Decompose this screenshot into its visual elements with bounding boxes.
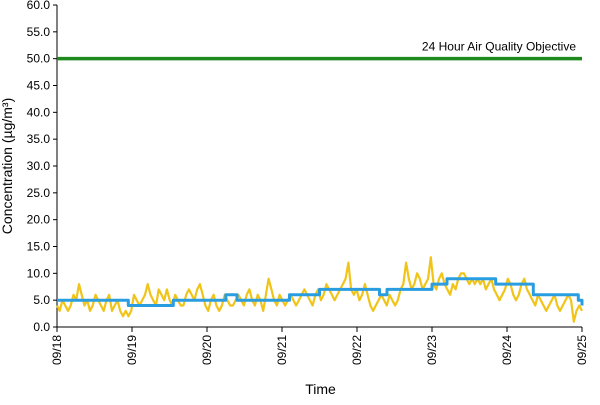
y-axis-label: Concentration (µg/m³)	[0, 98, 15, 234]
x-tick-label: 09/20	[200, 335, 214, 365]
y-tick-label: 15.0	[27, 240, 51, 254]
y-tick-label: 0.0	[33, 320, 50, 334]
y-tick-label: 30.0	[27, 159, 51, 173]
x-tick-label: 09/24	[500, 335, 514, 365]
series-line-1	[57, 277, 584, 307]
y-tick-label: 50.0	[27, 52, 51, 66]
y-tick-label: 40.0	[27, 105, 51, 119]
series-layer	[56, 256, 584, 323]
objective-label: 24 Hour Air Quality Objective	[422, 40, 576, 54]
y-tick-label: 5.0	[33, 293, 50, 307]
y-tick-label: 10.0	[27, 266, 51, 280]
x-tick-labels: 09/18 09/19 09/20 09/21 09/22 09/23 09/24 09/25	[50, 327, 589, 365]
y-tick-label: 25.0	[27, 186, 51, 200]
x-tick-label: 09/18	[50, 335, 64, 365]
x-axis-label: Time	[305, 381, 336, 397]
y-tick-label: 35.0	[27, 132, 51, 146]
x-tick-label: 09/22	[350, 335, 364, 365]
x-tick-label: 09/23	[425, 335, 439, 365]
x-tick-label: 09/25	[575, 335, 589, 365]
y-tick-label: 60.0	[27, 0, 51, 12]
y-tick-label: 45.0	[27, 79, 51, 93]
y-tick-label: 20.0	[27, 213, 51, 227]
y-tick-label: 55.0	[27, 25, 51, 39]
x-tick-label: 09/19	[125, 335, 139, 365]
y-tick-labels: 0.0 5.0 10.0 15.0 20.0 25.0 30.0 35.0 40.0 45.0 50…	[27, 0, 57, 334]
x-tick-label: 09/21	[275, 335, 289, 365]
